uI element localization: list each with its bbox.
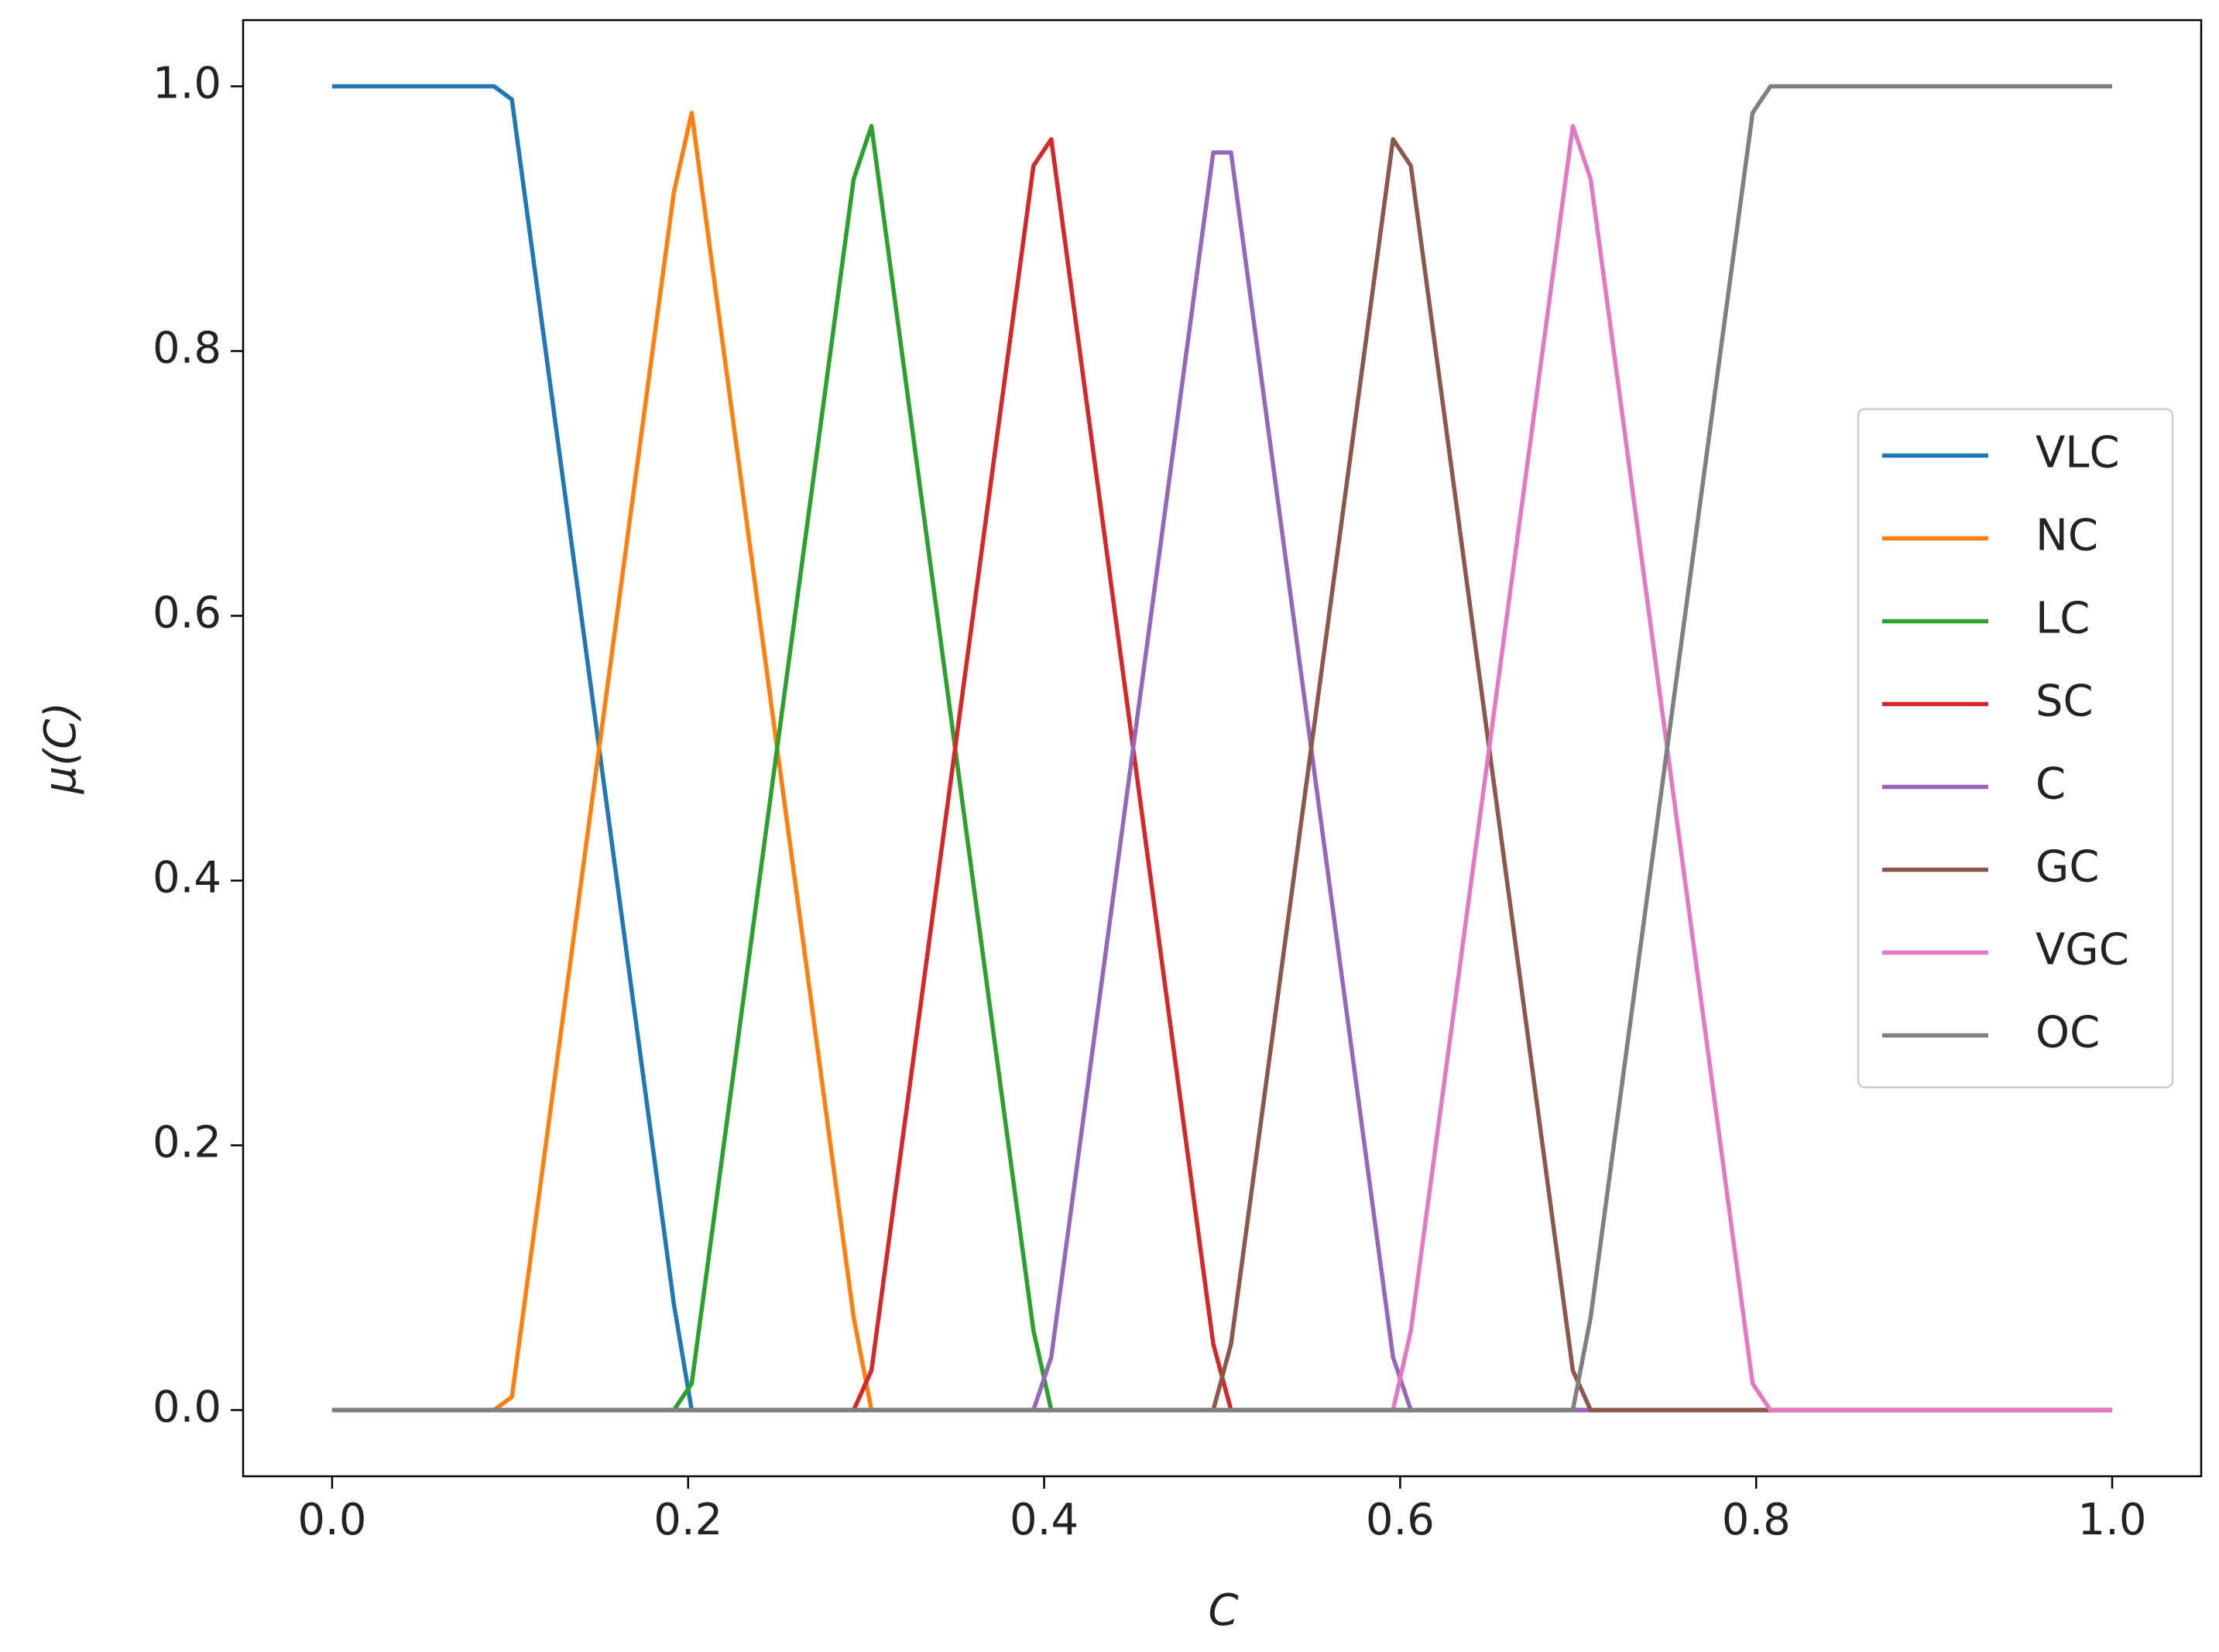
y-axis-label: μ(C) (36, 702, 86, 794)
legend-label: SC (2036, 677, 2094, 727)
legend-label: OC (2036, 1008, 2100, 1058)
line-series (331, 137, 2113, 1413)
legend-label: VLC (2036, 428, 2120, 478)
x-axis-label: C (1208, 1585, 1238, 1636)
line-series (331, 84, 2113, 1413)
y-tick-label: 0.2 (153, 1118, 221, 1168)
x-tick-label: 0.0 (297, 1495, 366, 1545)
line-series (331, 124, 2113, 1413)
y-tick-label: 0.0 (153, 1383, 221, 1433)
legend-label: NC (2036, 511, 2098, 561)
x-tick-label: 0.4 (1010, 1495, 1079, 1545)
x-tick-label: 1.0 (2078, 1495, 2147, 1545)
y-tick-label: 0.6 (153, 588, 221, 639)
legend-label: GC (2036, 842, 2100, 893)
legend-frame (1857, 408, 2174, 1088)
line-series (331, 110, 2113, 1413)
x-tick-label: 0.2 (653, 1495, 722, 1545)
x-tick-label: 0.6 (1366, 1495, 1435, 1545)
legend-label: C (2036, 759, 2066, 810)
legend-label: LC (2036, 594, 2090, 644)
line-series (331, 124, 2113, 1413)
legend-label: VGC (2036, 925, 2129, 975)
x-tick-label: 0.8 (1722, 1495, 1791, 1545)
line-series (331, 137, 2113, 1413)
legend: VLC NC LC SC C GC VGC OC (1857, 408, 2174, 1088)
y-tick-label: 0.8 (153, 324, 221, 374)
line-series (331, 150, 2113, 1413)
y-tick-label: 1.0 (153, 59, 221, 109)
plot-frame (242, 19, 2203, 1478)
y-tick-label: 0.4 (153, 853, 221, 903)
